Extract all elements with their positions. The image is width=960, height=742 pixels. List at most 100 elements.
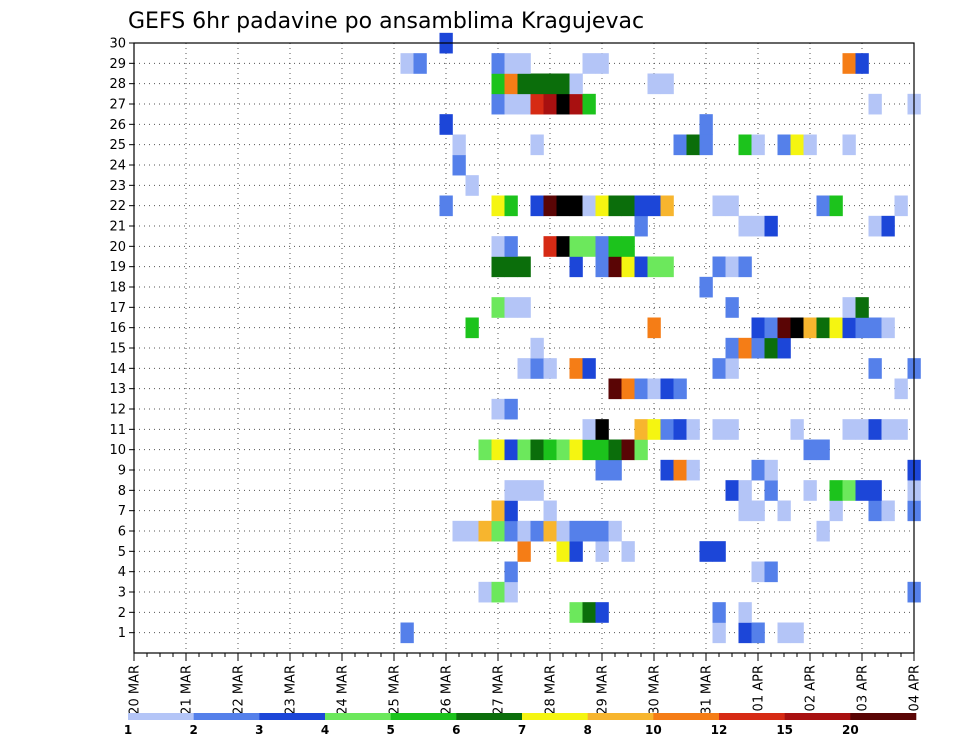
data-cell — [556, 439, 570, 461]
data-cell — [686, 459, 700, 481]
data-cell — [634, 419, 648, 440]
y-tick-label: 17 — [109, 301, 126, 316]
data-cell — [634, 256, 648, 278]
data-cell — [712, 195, 726, 217]
data-cell — [621, 541, 635, 562]
data-cell — [764, 459, 778, 481]
data-cell — [530, 195, 544, 217]
data-cell — [582, 53, 596, 74]
data-cell — [491, 256, 505, 278]
data-cell — [543, 195, 557, 217]
data-cell — [803, 134, 817, 156]
data-cell — [660, 459, 674, 481]
data-cell — [465, 317, 479, 339]
y-tick-label: 24 — [109, 159, 126, 174]
data-cell — [764, 480, 778, 501]
data-cell — [764, 317, 778, 339]
data-cell — [530, 93, 544, 115]
colorbar-label: 4 — [321, 723, 329, 737]
x-tick-label: 27 MAR — [492, 665, 507, 715]
data-cell — [556, 195, 570, 217]
data-cell — [504, 581, 518, 603]
data-cell — [582, 236, 596, 257]
data-cell — [738, 134, 752, 156]
data-cell — [569, 541, 583, 562]
data-cell — [829, 317, 843, 339]
data-cell — [400, 53, 414, 74]
y-tick-label: 25 — [109, 138, 126, 153]
data-cell — [881, 419, 895, 440]
colorbar-label: 15 — [776, 723, 793, 737]
data-cell — [673, 459, 687, 481]
y-tick-label: 26 — [109, 118, 126, 133]
y-tick-label: 27 — [109, 98, 126, 113]
chart-title: GEFS 6hr padavine po ansamblima Kragujev… — [128, 9, 644, 34]
data-cell — [855, 297, 869, 318]
data-cell — [452, 520, 466, 542]
data-cell — [855, 419, 869, 440]
y-tick-label: 29 — [109, 57, 126, 72]
data-cells — [400, 32, 921, 644]
x-tick-label: 23 MAR — [284, 665, 299, 715]
data-cell — [816, 317, 830, 339]
data-cell — [816, 195, 830, 217]
data-cell — [803, 480, 817, 501]
data-cell — [491, 93, 505, 115]
grid-lines — [134, 43, 914, 653]
data-cell — [556, 236, 570, 257]
data-cell — [712, 622, 726, 644]
data-cell — [517, 73, 531, 95]
data-cell — [569, 602, 583, 623]
data-cell — [751, 317, 765, 339]
data-cell — [504, 520, 518, 542]
x-tick-label: 29 MAR — [596, 665, 611, 715]
data-cell — [413, 53, 427, 74]
data-cell — [582, 93, 596, 115]
data-cell — [556, 73, 570, 95]
data-cell — [569, 439, 583, 461]
data-cell — [621, 236, 635, 257]
data-cell — [725, 358, 739, 379]
data-cell — [855, 317, 869, 339]
data-cell — [621, 439, 635, 461]
data-cell — [478, 581, 492, 603]
data-cell — [621, 378, 635, 400]
data-cell — [504, 439, 518, 461]
data-cell — [790, 317, 804, 339]
data-cell — [608, 195, 622, 217]
data-cell — [868, 93, 882, 115]
data-cell — [738, 622, 752, 644]
data-cell — [452, 134, 466, 156]
data-cell — [569, 358, 583, 379]
data-cell — [738, 337, 752, 359]
data-cell — [465, 175, 479, 196]
colorbar-swatch — [193, 713, 260, 720]
data-cell — [842, 297, 856, 318]
data-cell — [686, 134, 700, 156]
y-tick-label: 30 — [109, 37, 126, 52]
y-tick-label: 6 — [118, 525, 126, 540]
y-tick-label: 4 — [118, 565, 126, 580]
data-cell — [842, 53, 856, 74]
data-cell — [881, 215, 895, 237]
data-cell — [634, 378, 648, 400]
data-cell — [504, 93, 518, 115]
data-cell — [751, 459, 765, 481]
data-cell — [894, 419, 908, 440]
x-tick-label: 03 APR — [856, 665, 871, 711]
data-cell — [868, 419, 882, 440]
data-cell — [517, 297, 531, 318]
data-cell — [647, 256, 661, 278]
data-cell — [504, 561, 518, 583]
data-cell — [491, 398, 505, 420]
data-cell — [894, 195, 908, 217]
data-cell — [556, 520, 570, 542]
y-tick-label: 12 — [109, 403, 126, 418]
data-cell — [712, 256, 726, 278]
data-cell — [764, 561, 778, 583]
y-tick-label: 14 — [109, 362, 126, 377]
x-tick-label: 01 APR — [752, 665, 767, 711]
data-cell — [660, 419, 674, 440]
data-cell — [868, 317, 882, 339]
data-cell — [673, 378, 687, 400]
